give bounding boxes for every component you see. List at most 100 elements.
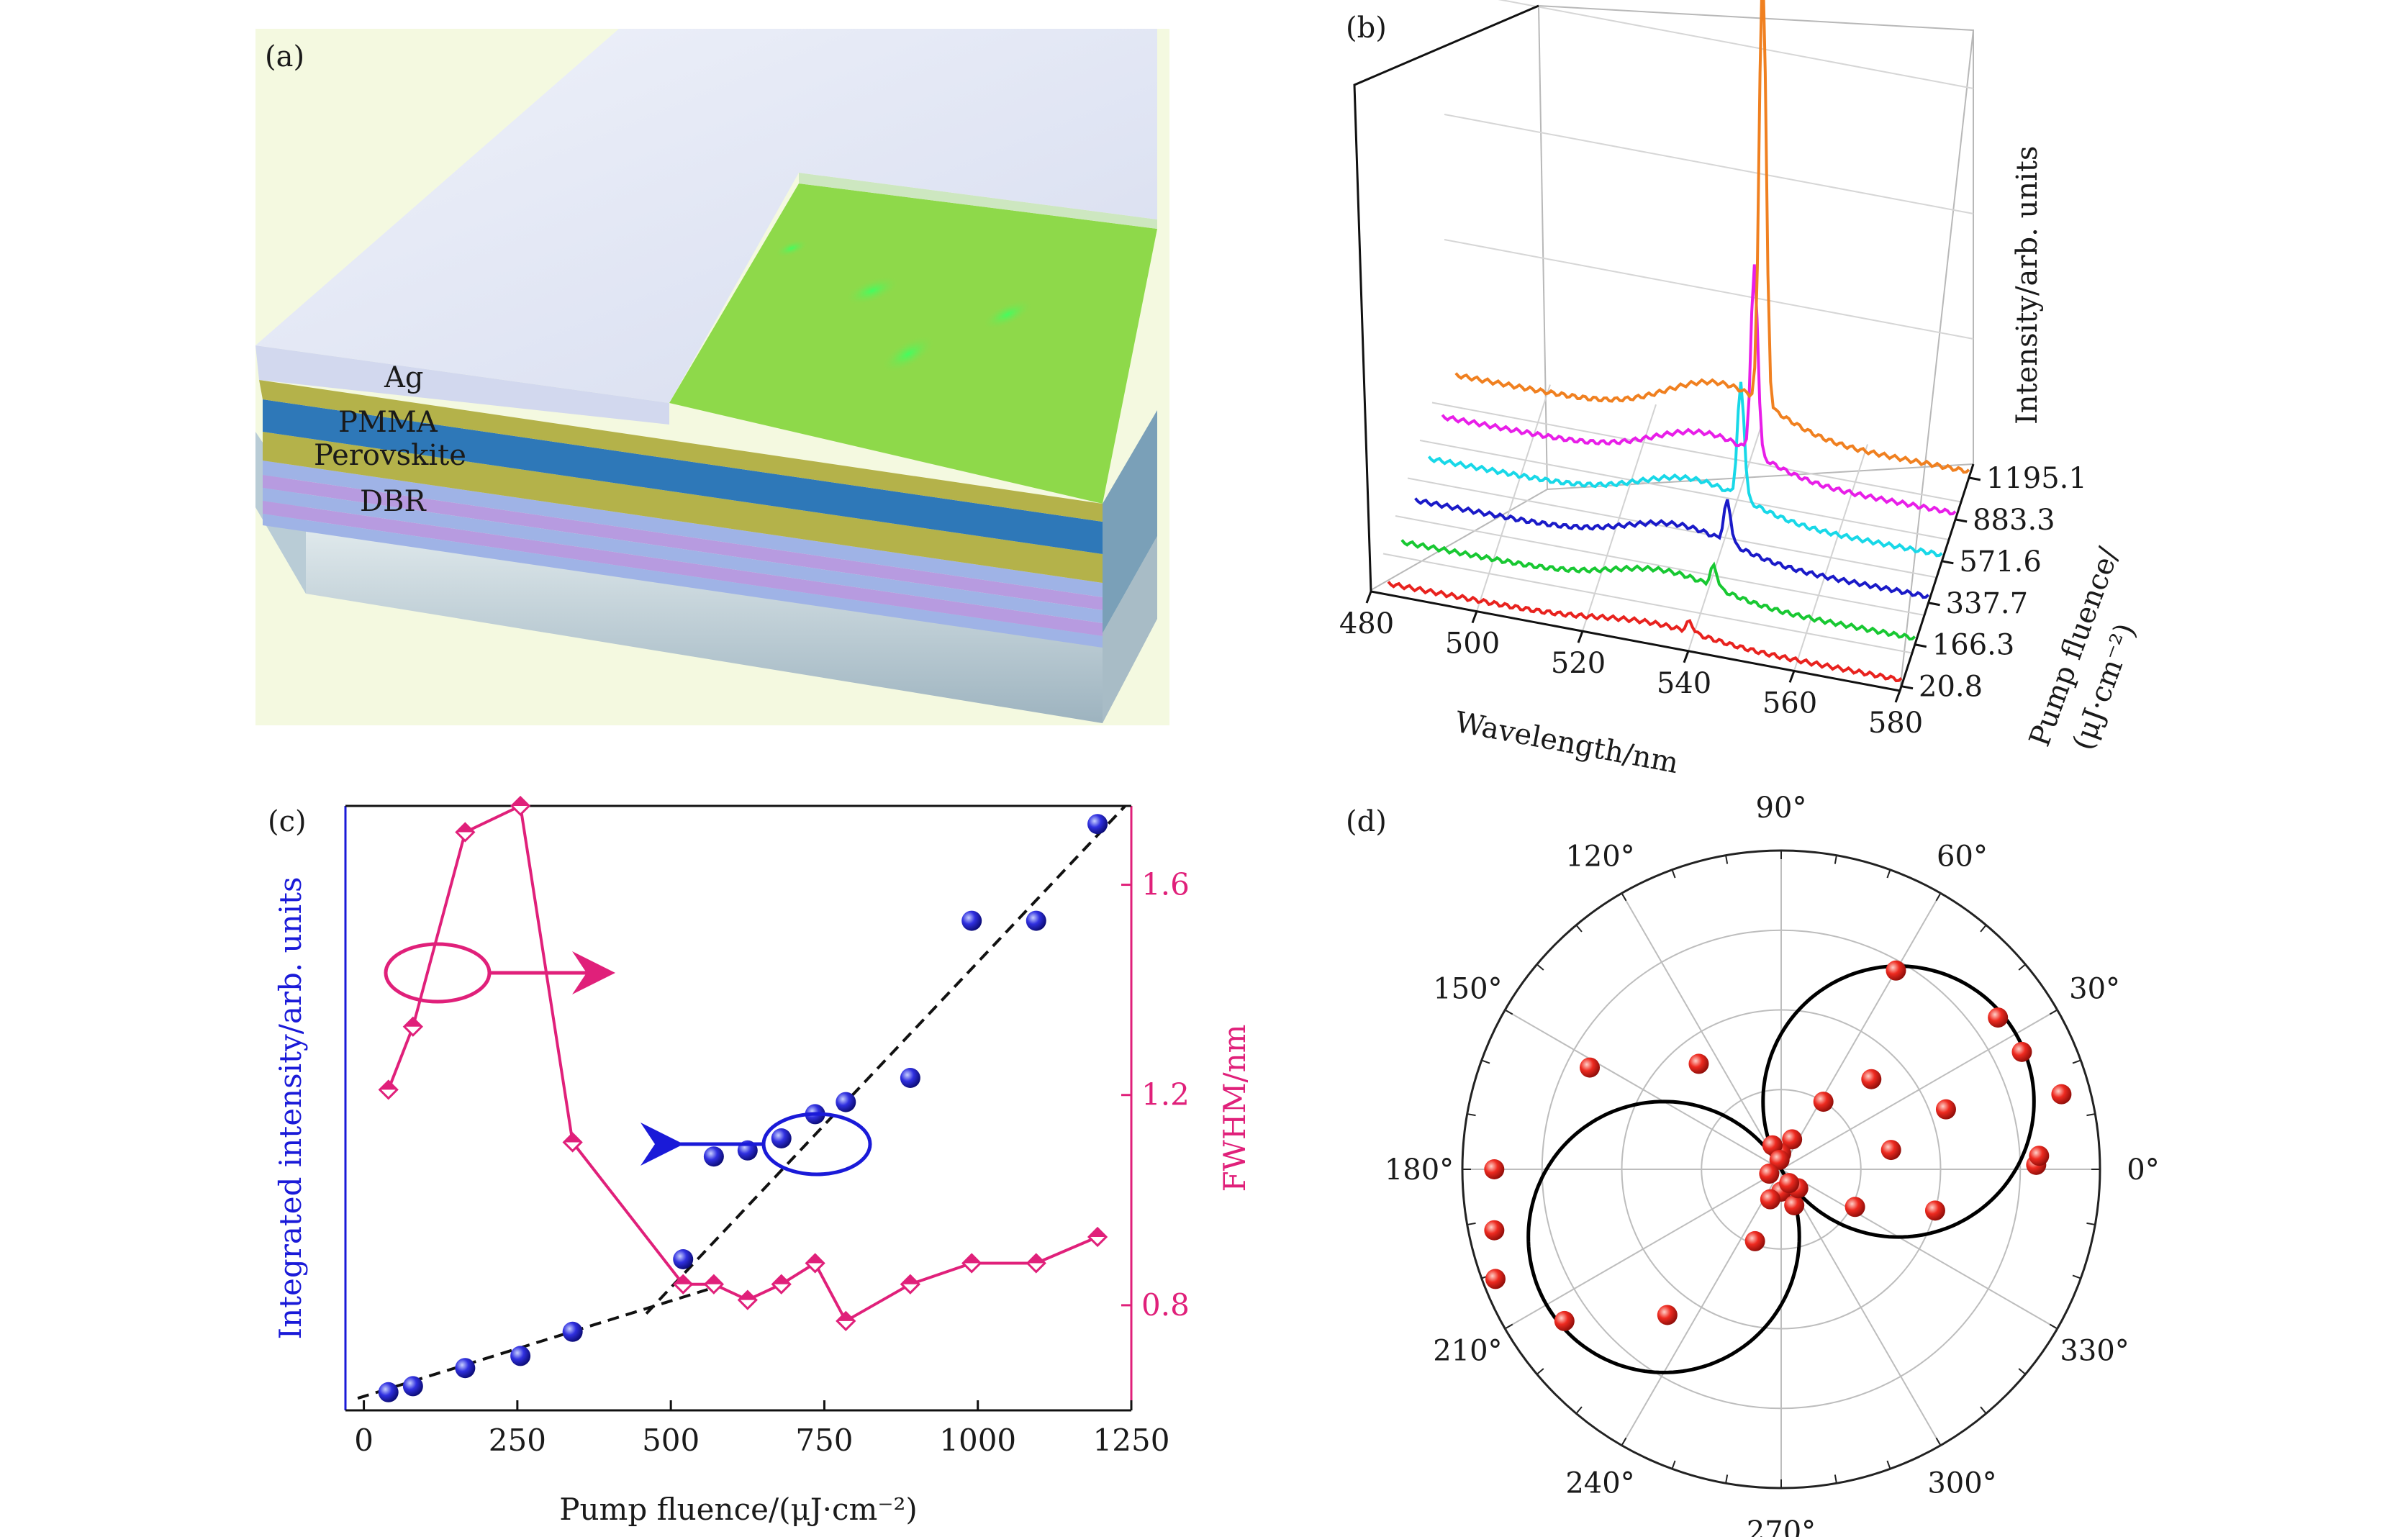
x-axis-title-c: Pump fluence/(μJ·cm⁻²) xyxy=(559,1492,917,1527)
x-tick-label: 560 xyxy=(1762,686,1817,720)
polar-tick xyxy=(1980,924,1987,933)
x-tick-label: 500 xyxy=(642,1423,700,1458)
fwhm-marker-fill xyxy=(738,1291,756,1300)
polar-data-point xyxy=(1880,1140,1901,1161)
fwhm-marker-fill xyxy=(806,1254,824,1264)
polar-tick xyxy=(2086,1222,2096,1225)
x-tick-label: 750 xyxy=(795,1423,853,1458)
panel-b-spectra-3d: (b) 480 500 520 540 560 580 20.8 166.3 337.7 571… xyxy=(1339,0,2142,780)
polar-spoke xyxy=(1621,892,1782,1170)
polar-data-point xyxy=(1886,960,1906,981)
back-gridline xyxy=(1444,114,1974,214)
polar-data-point xyxy=(1485,1269,1506,1289)
polar-data-point xyxy=(1657,1305,1678,1325)
polar-tick xyxy=(1467,1222,1476,1225)
polar-angle-label: 330° xyxy=(2060,1335,2129,1368)
polar-data-point xyxy=(1935,1099,1956,1120)
panel-a-device-schematic: Ag PMMA Perovskite DBR (a) xyxy=(255,29,1169,725)
polar-data-point xyxy=(1813,1092,1834,1112)
pmma-layer xyxy=(263,399,1103,554)
fwhm-marker-fill xyxy=(512,797,530,806)
panel-c-threshold-plot: (c) 0 250 500 750 1000 1250 0.8 1.2 1.6 Pump flu… xyxy=(268,795,1252,1527)
polar-tick xyxy=(2018,1368,2027,1375)
panel-d-polar-plot: (d) 0° 30° 60° 90° 120° 150° 180° 210° 240° 270° 3… xyxy=(1346,792,2160,1537)
floor-gridline xyxy=(1431,402,1962,503)
spectrum-line xyxy=(1427,381,1943,558)
polar-tick xyxy=(2049,1323,2058,1330)
fluence-tick-label: 883.3 xyxy=(1973,504,2055,537)
emitter-glow-3 xyxy=(881,335,936,373)
fwhm-marker-fill xyxy=(963,1254,981,1264)
polar-data-point xyxy=(1484,1159,1505,1179)
x-tick-label: 250 xyxy=(489,1423,546,1458)
polar-spoke xyxy=(1780,1169,1942,1446)
z-axis-line xyxy=(1353,4,1539,592)
y2-tick-label: 1.6 xyxy=(1141,867,1190,902)
fwhm-marker-fill xyxy=(379,1081,397,1090)
fluence-tick-mark xyxy=(1955,518,1968,523)
polar-data-point xyxy=(1924,1200,1945,1221)
dbr-layer-1 xyxy=(263,461,1103,597)
fluence-tick-mark xyxy=(1968,476,1981,481)
box-grid xyxy=(1382,0,1974,692)
back-gridline xyxy=(1444,239,1974,340)
fluence-tick-mark xyxy=(1928,602,1940,607)
polar-data-point xyxy=(1554,1310,1575,1331)
polar-tick xyxy=(1536,964,1544,971)
polar-angle-label: 0° xyxy=(2127,1153,2159,1187)
x-tick-mark xyxy=(1577,630,1584,643)
gold-layer xyxy=(259,380,1103,522)
polar-data-point xyxy=(2011,1041,2032,1062)
y-axis-title-c: Integrated intensity/arb. units xyxy=(273,876,308,1339)
x-tick-mark xyxy=(1683,650,1690,663)
fwhm-marker-fill xyxy=(1027,1254,1045,1264)
fluence-tick-mark xyxy=(1942,560,1954,565)
polar-angle-label: 270° xyxy=(1747,1515,1816,1537)
substrate-front xyxy=(255,507,1103,723)
intensity-point xyxy=(673,1249,694,1269)
polar-data-point xyxy=(1744,1230,1765,1251)
spectrum-line xyxy=(1441,264,1957,516)
fwhm-marker-fill xyxy=(404,1017,422,1027)
polar-tick xyxy=(1621,892,1627,902)
panel-c-ticks: 0 250 500 750 1000 1250 0.8 1.2 1.6 xyxy=(354,867,1190,1458)
y2-tick-label: 0.8 xyxy=(1141,1287,1190,1323)
polar-tick xyxy=(1725,1474,1729,1484)
fwhm-marker-fill xyxy=(674,1275,692,1284)
spectrum-line xyxy=(1400,539,1916,641)
polar-tick xyxy=(1980,1406,1987,1415)
intensity-point xyxy=(1026,910,1046,931)
fwhm-series xyxy=(378,795,1108,1331)
fwhm-line xyxy=(386,804,1098,1323)
polar-angle-label: 30° xyxy=(2069,973,2120,1006)
fwhm-marker-fill xyxy=(456,823,474,833)
ag-top xyxy=(255,29,1157,403)
spectrum-line xyxy=(1414,497,1929,599)
polar-tick xyxy=(1935,892,1942,902)
layer-label-dbr: DBR xyxy=(360,485,427,518)
polar-data-point xyxy=(2029,1146,2050,1166)
polar-data-point xyxy=(1861,1069,1882,1089)
x-tick-label: 580 xyxy=(1868,707,1923,740)
polar-angle-label: 300° xyxy=(1927,1467,1996,1500)
fluence-tick-label: 571.6 xyxy=(1959,545,2042,579)
polar-angle-labels: 0° 30° 60° 90° 120° 150° 180° 210° 240° 270° 300° 3… xyxy=(1385,792,2160,1537)
polar-tick xyxy=(1575,924,1583,933)
polar-tick xyxy=(1935,1437,1942,1446)
polar-data-point xyxy=(2051,1084,2072,1105)
x-tick-label: 1250 xyxy=(1093,1423,1170,1458)
polar-angle-label: 150° xyxy=(1433,973,1502,1006)
dbr-layer-5 xyxy=(263,514,1103,648)
dbr-layer-2 xyxy=(263,475,1103,610)
intensity-point xyxy=(378,1382,399,1402)
x-tick-label: 500 xyxy=(1445,627,1500,661)
polar-data-point xyxy=(1688,1053,1709,1074)
emitter-glow-4 xyxy=(775,239,808,258)
polar-data-point xyxy=(1769,1149,1790,1170)
x-tick-label: 520 xyxy=(1551,647,1606,680)
x-tick-label: 480 xyxy=(1339,607,1394,640)
intensity-point xyxy=(1087,814,1108,835)
x-axis-line xyxy=(1370,590,1901,692)
polar-angle-label: 60° xyxy=(1937,840,1988,873)
panel-label-c: (c) xyxy=(268,805,307,838)
